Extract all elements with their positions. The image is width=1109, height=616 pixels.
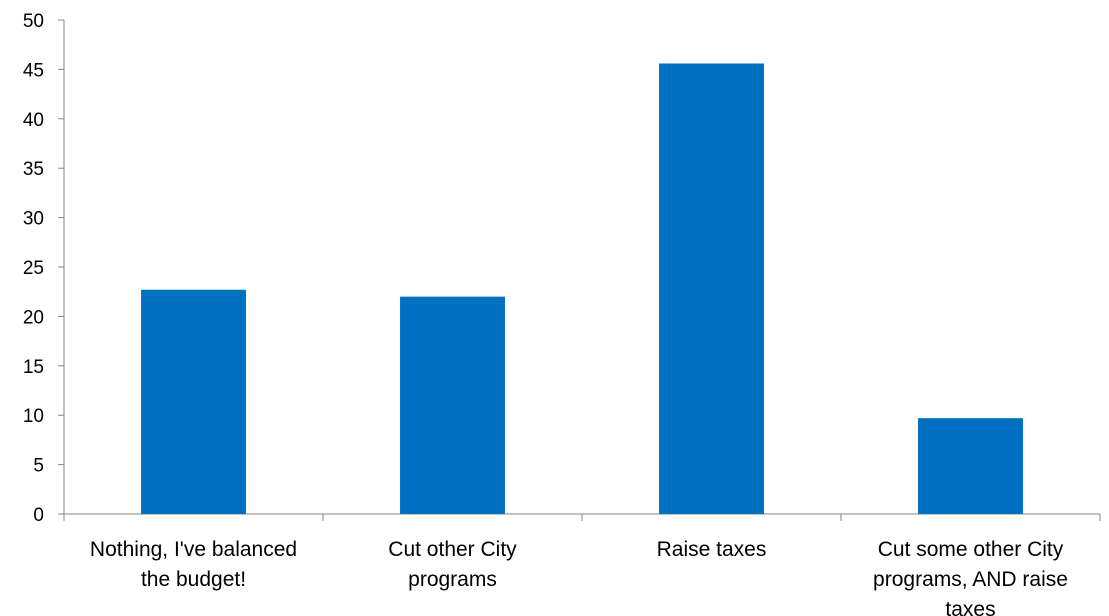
y-tick-label: 35 (23, 159, 44, 180)
y-tick-label: 40 (23, 110, 44, 131)
x-category-label: Nothing, I've balanced the budget! (90, 538, 297, 591)
bar (400, 296, 505, 514)
x-category-label-line: programs, AND raise (873, 568, 1068, 591)
bars (141, 63, 1023, 515)
bar (659, 63, 764, 515)
y-tick-label: 20 (23, 307, 44, 328)
x-category-label-line: the budget! (141, 568, 246, 591)
x-category-label: Raise taxes (657, 538, 767, 561)
y-tick-label: 30 (23, 209, 44, 230)
x-axis (63, 513, 1101, 521)
category-labels: Nothing, I've balanced the budget! Cut oth… (90, 538, 1068, 616)
x-category-label: Cut some other City programs, AND raise ta… (873, 538, 1068, 616)
y-tick-label: 45 (23, 60, 44, 81)
x-category-label-line: Nothing, I've balanced (90, 538, 297, 561)
y-tick-label: 25 (23, 258, 44, 279)
x-category-label-line: Cut some other City (878, 538, 1064, 561)
x-category-label-line: Raise taxes (657, 538, 767, 561)
y-tick-label: 0 (33, 505, 44, 526)
y-tick-label: 50 (23, 11, 44, 32)
y-axis: 0 5 10 15 20 25 30 35 40 45 50 (23, 11, 65, 526)
bar (141, 289, 246, 514)
x-category-label-line: Cut other City (388, 538, 517, 561)
y-tick-label: 10 (23, 406, 44, 427)
x-category-label-line: taxes (945, 598, 995, 616)
x-category-label: Cut other City programs (388, 538, 517, 591)
bar (918, 418, 1023, 514)
y-tick-label: 15 (23, 357, 44, 378)
y-tick-label: 5 (33, 456, 44, 477)
x-category-label-line: programs (408, 568, 497, 591)
